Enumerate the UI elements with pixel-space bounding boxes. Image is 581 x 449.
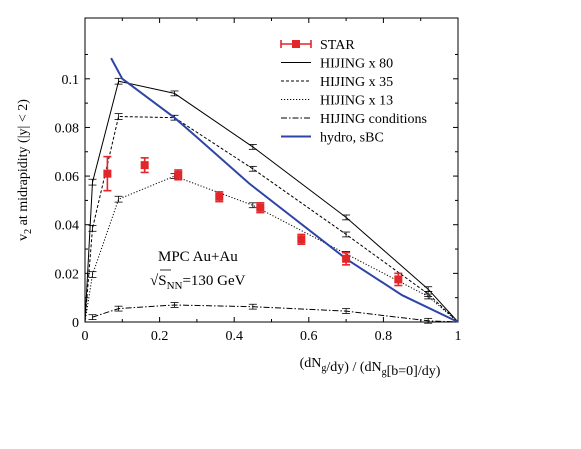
data-point-star (215, 192, 224, 201)
y-tick-label: 0.08 (55, 121, 80, 136)
x-tick-label: 0 (82, 329, 89, 344)
legend-marker-star (292, 40, 300, 48)
legend-label-hydro-sbc: hydro, sBC (320, 131, 384, 146)
series-line-hijing-x-13 (84, 175, 459, 323)
x-tick-label: 0.4 (225, 329, 243, 344)
legend-label-hijing-x-80: HIJING x 80 (320, 57, 393, 72)
x-tick-label: 0.8 (375, 329, 393, 344)
annotation-line2: √SNN=130 GeV (150, 273, 246, 292)
y-tick-label: 0.04 (55, 219, 80, 234)
legend-label-hijing-x-35: HIJING x 35 (320, 75, 393, 90)
data-point-star (103, 169, 112, 178)
x-tick-label: 0.2 (151, 329, 169, 344)
series-line-hijing-conditions (92, 304, 459, 323)
y-tick-label: 0.02 (55, 267, 80, 282)
annotation-line1: MPC Au+Au (158, 249, 238, 265)
series-line-hijing-x-35 (84, 115, 459, 323)
data-point-star (297, 235, 306, 244)
y-tick-label: 0.1 (62, 73, 80, 88)
series-line-hijing-x-80 (84, 80, 459, 323)
data-point-star (140, 161, 149, 170)
series-line-hydro-sbc (110, 57, 459, 323)
data-point-star (256, 203, 265, 212)
data-point-star (394, 275, 403, 284)
x-axis-label: (dNg/dy) / (dNg[b=0]/dy) (300, 356, 441, 379)
legend-label-hijing-x-13: HIJING x 13 (320, 94, 393, 109)
x-tick-label: 0.6 (300, 329, 318, 344)
y-tick-label: 0.06 (55, 170, 80, 185)
legend-label-star: STAR (320, 38, 355, 53)
y-axis-label: v2 at midrapidity (|y| < 2) (16, 99, 34, 241)
y-tick-label: 0 (72, 316, 79, 331)
data-point-star (342, 254, 351, 263)
legend-label-hijing-conditions: HIJING conditions (320, 112, 427, 127)
x-tick-label: 1 (455, 329, 462, 344)
data-point-star (174, 170, 183, 179)
